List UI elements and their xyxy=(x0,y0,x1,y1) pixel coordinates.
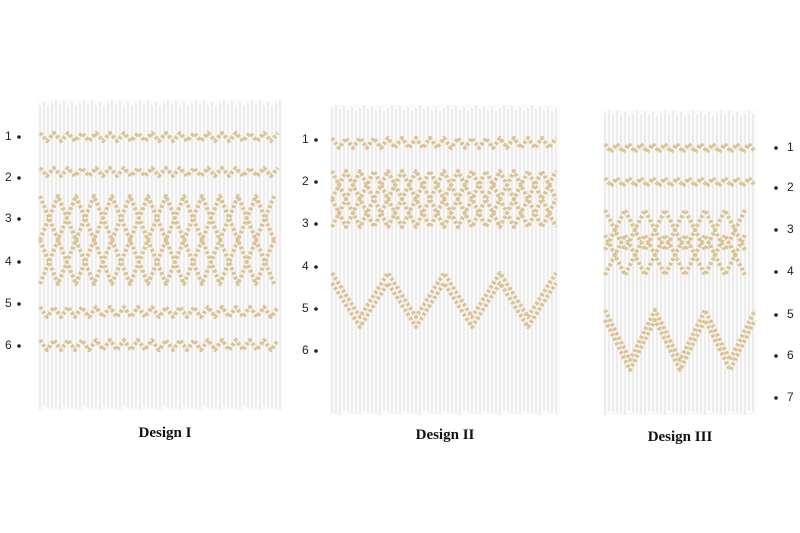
row-number: 3 xyxy=(302,216,309,230)
stitch-line xyxy=(603,176,757,188)
row-bullet xyxy=(17,135,21,139)
stitch-line xyxy=(330,197,558,229)
stitch-line xyxy=(330,136,558,150)
stitch-line xyxy=(38,194,276,242)
stitch-line xyxy=(603,208,747,252)
row-number: 1 xyxy=(787,140,794,154)
row-number: 7 xyxy=(787,390,794,404)
row-bullet xyxy=(314,180,318,184)
labels: Design I 1 2 3 4 5 6 Design II 1 2 3 4 5 6 Design III 1… xyxy=(5,129,794,445)
row-bullet xyxy=(17,176,21,180)
row-number: 5 xyxy=(787,307,794,321)
row-bullet xyxy=(774,146,778,150)
row-bullet xyxy=(17,260,21,264)
design-caption: Design II xyxy=(416,427,475,443)
row-number: 6 xyxy=(5,338,12,352)
row-number: 5 xyxy=(302,301,309,315)
stitch-line xyxy=(38,338,280,352)
stitch-line xyxy=(603,142,757,154)
row-number: 1 xyxy=(302,132,309,146)
row-number: 6 xyxy=(302,343,309,357)
row-number: 4 xyxy=(787,264,794,278)
stitch-line xyxy=(330,281,558,329)
row-number: 2 xyxy=(5,170,12,184)
stitch-line xyxy=(603,233,747,277)
design-caption: Design I xyxy=(139,425,192,441)
fabric-panel xyxy=(603,110,757,415)
stitch-line xyxy=(330,169,558,201)
row-number: 5 xyxy=(5,296,12,310)
stitch-line xyxy=(38,166,280,178)
stitch-line xyxy=(330,271,558,319)
row-number: 4 xyxy=(302,259,309,273)
row-number: 6 xyxy=(787,348,794,362)
row-bullet xyxy=(774,186,778,190)
stitch-line xyxy=(38,238,276,286)
row-number: 1 xyxy=(5,129,12,143)
row-bullet xyxy=(314,138,318,142)
row-bullet xyxy=(17,344,21,348)
design-caption: Design III xyxy=(648,429,713,445)
stitch-line xyxy=(603,318,757,372)
stitch-line xyxy=(38,305,280,319)
row-number: 2 xyxy=(787,180,794,194)
stitch-line xyxy=(330,197,558,229)
fabric-panel xyxy=(330,105,560,415)
row-number: 2 xyxy=(302,174,309,188)
row-number: 3 xyxy=(787,222,794,236)
row-bullet xyxy=(314,349,318,353)
row-bullet xyxy=(774,396,778,400)
stitch-line xyxy=(38,131,280,143)
row-bullet xyxy=(314,222,318,226)
row-bullet xyxy=(774,228,778,232)
row-number: 4 xyxy=(5,254,12,268)
row-bullet xyxy=(17,302,21,306)
fabric xyxy=(330,105,560,415)
fabric-panel xyxy=(38,100,282,410)
row-number: 3 xyxy=(5,211,12,225)
row-bullet xyxy=(314,307,318,311)
row-bullet xyxy=(17,217,21,221)
stitch-line xyxy=(38,194,276,242)
stitch-line xyxy=(38,238,276,286)
row-bullet xyxy=(774,270,778,274)
stitch-line xyxy=(603,308,757,362)
row-bullet xyxy=(774,313,778,317)
row-bullet xyxy=(774,354,778,358)
row-bullet xyxy=(314,265,318,269)
fabric-panels xyxy=(38,100,757,415)
